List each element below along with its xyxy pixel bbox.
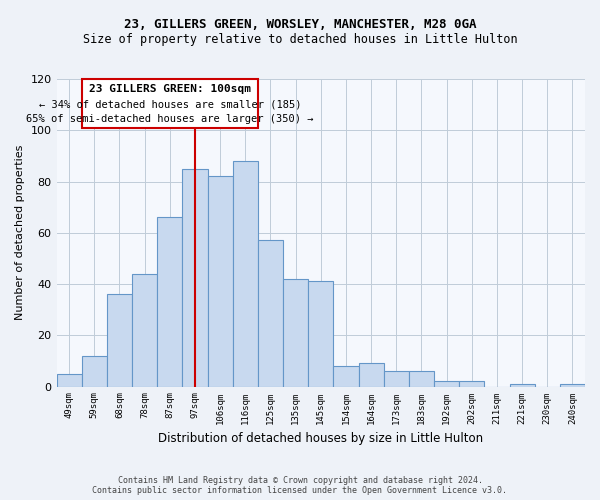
Bar	[157, 218, 182, 386]
Text: Contains public sector information licensed under the Open Government Licence v3: Contains public sector information licen…	[92, 486, 508, 495]
Bar	[409, 371, 434, 386]
Bar	[233, 161, 258, 386]
Bar	[132, 274, 157, 386]
Bar	[509, 384, 535, 386]
Text: ← 34% of detached houses are smaller (185): ← 34% of detached houses are smaller (18…	[38, 100, 301, 110]
Bar	[359, 364, 383, 386]
Text: Size of property relative to detached houses in Little Hulton: Size of property relative to detached ho…	[83, 32, 517, 46]
Text: 65% of semi-detached houses are larger (350) →: 65% of semi-detached houses are larger (…	[26, 114, 314, 124]
Bar	[107, 294, 132, 386]
Text: 23 GILLERS GREEN: 100sqm: 23 GILLERS GREEN: 100sqm	[89, 84, 251, 94]
Bar	[258, 240, 283, 386]
Bar	[459, 382, 484, 386]
FancyBboxPatch shape	[82, 79, 258, 128]
Bar	[56, 374, 82, 386]
Text: 23, GILLERS GREEN, WORSLEY, MANCHESTER, M28 0GA: 23, GILLERS GREEN, WORSLEY, MANCHESTER, …	[124, 18, 476, 30]
Bar	[208, 176, 233, 386]
Bar	[334, 366, 359, 386]
Bar	[560, 384, 585, 386]
Y-axis label: Number of detached properties: Number of detached properties	[15, 145, 25, 320]
Bar	[434, 382, 459, 386]
Bar	[82, 356, 107, 386]
Bar	[383, 371, 409, 386]
Bar	[308, 282, 334, 387]
Bar	[182, 168, 208, 386]
Bar	[283, 279, 308, 386]
Text: Contains HM Land Registry data © Crown copyright and database right 2024.: Contains HM Land Registry data © Crown c…	[118, 476, 482, 485]
X-axis label: Distribution of detached houses by size in Little Hulton: Distribution of detached houses by size …	[158, 432, 484, 445]
